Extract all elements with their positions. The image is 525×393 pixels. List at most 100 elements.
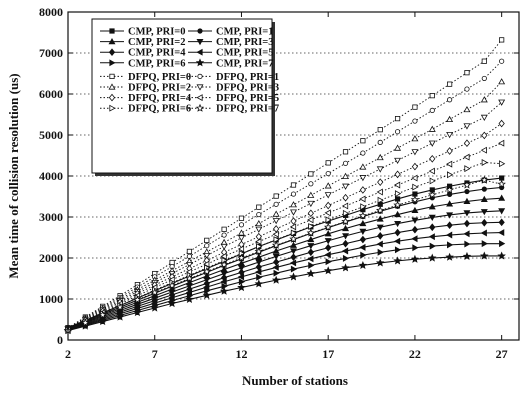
legend-entry: CMP, PRI=1: [188, 27, 274, 38]
data-point: [308, 261, 315, 269]
data-point: [237, 283, 246, 292]
data-point: [98, 310, 107, 319]
data-point: [497, 179, 506, 188]
data-point: [272, 210, 280, 217]
data-point: [290, 248, 297, 255]
data-point: [394, 228, 401, 237]
data-point: [464, 188, 470, 195]
data-point: [376, 166, 384, 173]
y-tick-label: 2000: [39, 251, 63, 265]
data-point: [342, 160, 349, 166]
data-point: [290, 229, 298, 237]
data-point: [220, 238, 228, 246]
data-point: [271, 275, 281, 284]
series-line: [67, 243, 502, 331]
data-point: [499, 240, 506, 248]
data-point: [204, 243, 210, 249]
legend-label: DFPQ, PRI=2: [128, 83, 191, 94]
series-line: [67, 177, 502, 329]
data-point: [272, 253, 280, 260]
data-point: [428, 125, 436, 132]
data-point: [377, 232, 384, 240]
data-point: [167, 281, 177, 290]
data-point: [376, 258, 385, 267]
data-point: [481, 186, 487, 192]
legend-marker: [109, 73, 115, 79]
data-point: [447, 81, 453, 87]
data-point: [290, 253, 297, 262]
data-point: [342, 209, 350, 217]
series-cmp-6: [65, 240, 506, 334]
series-line: [67, 123, 502, 330]
data-point: [464, 240, 471, 248]
data-point: [410, 254, 420, 263]
data-point: [497, 251, 506, 260]
data-point: [133, 295, 142, 304]
data-point: [463, 153, 470, 161]
legend-entry: CMP, PRI=7: [188, 58, 274, 69]
data-point: [342, 149, 349, 155]
data-point: [324, 238, 332, 245]
data-point: [342, 233, 350, 240]
legend-box: [91, 18, 273, 174]
data-point: [325, 160, 331, 166]
data-point: [255, 238, 262, 246]
data-point: [238, 222, 245, 228]
data-point: [289, 272, 298, 281]
data-point: [359, 186, 367, 194]
data-point: [220, 252, 227, 260]
data-point: [219, 260, 229, 269]
legend-marker: [196, 84, 204, 91]
data-point: [254, 246, 264, 256]
data-point: [307, 216, 314, 224]
y-tick-label: 0: [57, 333, 63, 347]
data-point: [255, 259, 263, 266]
data-point: [325, 170, 331, 177]
data-point: [324, 251, 331, 259]
data-point: [324, 230, 332, 237]
data-point: [463, 123, 471, 130]
data-point: [341, 217, 350, 226]
legend-marker: [109, 104, 116, 112]
data-point: [324, 182, 332, 189]
legend-label: CMP, PRI=2: [128, 37, 186, 48]
data-point: [308, 222, 315, 230]
data-point: [272, 263, 279, 271]
data-point: [307, 191, 315, 198]
data-point: [498, 194, 506, 201]
data-point: [481, 218, 488, 227]
y-tick-label: 4000: [39, 169, 63, 183]
data-point: [289, 234, 298, 243]
data-point: [221, 226, 227, 232]
data-point: [307, 209, 314, 218]
data-point: [324, 192, 332, 199]
data-point: [98, 317, 107, 326]
data-point: [411, 217, 419, 224]
data-point: [498, 208, 506, 215]
data-point: [237, 265, 245, 272]
data-point: [323, 222, 333, 231]
series-line: [67, 179, 502, 331]
data-point: [307, 248, 314, 257]
data-point: [462, 180, 472, 189]
data-point: [325, 201, 332, 210]
data-point: [464, 86, 470, 92]
data-point: [394, 129, 401, 135]
y-tick-label: 1000: [39, 292, 63, 306]
data-point: [376, 224, 384, 231]
series-line: [67, 232, 502, 331]
data-point: [341, 202, 349, 210]
data-point: [480, 146, 487, 154]
series-line: [67, 255, 502, 332]
data-point: [446, 200, 454, 207]
series-dfpq-6: [65, 158, 506, 334]
data-point: [480, 96, 488, 103]
data-point: [237, 273, 245, 281]
data-point: [393, 181, 401, 189]
data-point: [377, 178, 384, 186]
data-point: [480, 114, 488, 121]
data-point: [446, 115, 454, 123]
data-point: [376, 205, 385, 215]
data-point: [220, 243, 228, 251]
data-point: [360, 251, 367, 259]
